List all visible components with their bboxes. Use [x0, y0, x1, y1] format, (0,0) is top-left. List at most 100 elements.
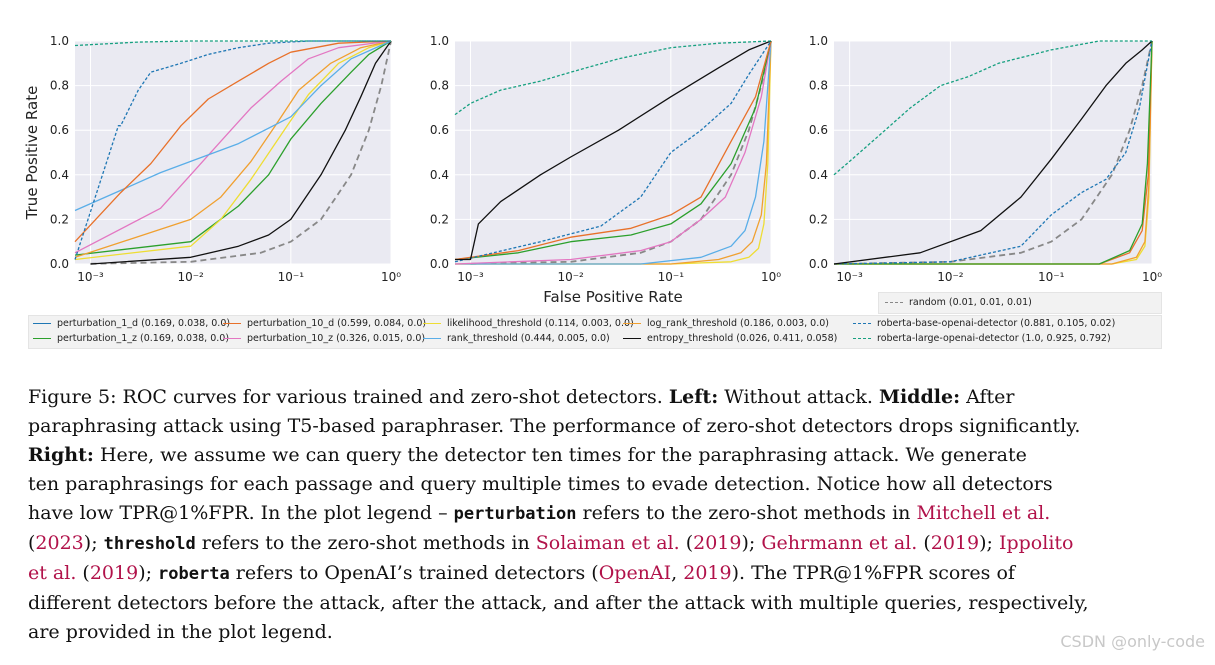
plot-area — [75, 41, 391, 264]
y-tick-label: 0.6 — [809, 123, 828, 137]
y-tick-label: 1.0 — [50, 34, 69, 48]
citation-link[interactable]: 2023 — [35, 532, 84, 554]
y-tick-label: 0.6 — [430, 123, 449, 137]
caption-bold: Right: — [28, 444, 94, 466]
watermark: CSDN @only-code — [1060, 632, 1205, 651]
caption-text: Here, we assume we can query the detecto… — [93, 444, 1027, 466]
series-roberta-large — [833, 40, 1152, 176]
legend-label: perturbation_10_d (0.599, 0.084, 0.0) — [247, 318, 427, 329]
caption-line-9: are provided in the plot legend. — [28, 621, 333, 643]
legend-swatch — [223, 323, 241, 324]
caption-line-4: ten paraphrasings for each passage and q… — [28, 473, 1053, 495]
y-tick-label: 1.0 — [430, 34, 449, 48]
y-tick-label: 0.0 — [430, 257, 449, 271]
citation-link[interactable]: Solaiman et al. — [535, 532, 680, 554]
caption-code: perturbation — [453, 504, 577, 524]
legend-swatch — [623, 323, 641, 324]
y-tick-label: 0.8 — [50, 79, 69, 93]
caption-text: ); — [741, 532, 762, 554]
x-tick-label: 10⁰ — [381, 270, 401, 284]
caption-text: refers to the zero-shot methods in — [576, 502, 917, 524]
caption-code: threshold — [103, 534, 196, 554]
caption-text: , — [671, 562, 684, 584]
legend-label: roberta-base-openai-detector (0.881, 0.1… — [877, 318, 1116, 329]
random-legend: random (0.01, 0.01, 0.01) — [878, 292, 1162, 314]
caption-line-5: have low TPR@1%FPR. In the plot legend –… — [28, 499, 1170, 529]
series-random — [849, 40, 1153, 265]
caption-text: Without attack. — [718, 386, 879, 408]
citation-link[interactable]: 2019 — [693, 532, 742, 554]
y-tick-label: 0.2 — [430, 212, 449, 226]
legend-swatch — [885, 302, 903, 303]
series-perturbation-1-d — [74, 40, 391, 260]
legend-swatch — [853, 323, 871, 324]
y-tick-label: 0.4 — [430, 168, 449, 182]
citation-link[interactable]: OpenAI — [598, 562, 672, 584]
caption-text: ); — [83, 532, 104, 554]
legend-entry-perturbation-10-d: perturbation_10_d (0.599, 0.084, 0.0) — [223, 318, 426, 329]
plot-area — [834, 41, 1152, 264]
caption-text: After — [960, 386, 1015, 408]
series-log-rank-threshold — [74, 40, 392, 258]
roc-panel-left: 10⁻³ 10⁻² 10⁻¹ 10⁰ 0.0 0.2 0.4 0.6 0.8 1.0 True Po… — [23, 34, 401, 284]
x-tick-label: 10⁻³ — [836, 270, 863, 284]
legend-swatch — [423, 338, 441, 339]
y-tick-label: 0.8 — [809, 79, 828, 93]
caption-text: ( — [76, 562, 90, 584]
legend-entry-roberta-base: roberta-base-openai-detector (0.881, 0.1… — [853, 318, 1115, 329]
legend-label: roberta-large-openai-detector (1.0, 0.92… — [877, 333, 1111, 344]
roc-figure: 10⁻³ 10⁻² 10⁻¹ 10⁰ 0.0 0.2 0.4 0.6 0.8 1.0 True Po… — [23, 34, 1162, 306]
figure-caption: Figure 5: ROC curves for various trained… — [28, 383, 1170, 647]
plot-area — [455, 41, 771, 264]
caption-text: ( — [917, 532, 931, 554]
legend-entry-perturbation-1-z: perturbation_1_z (0.169, 0.038, 0.0) — [33, 333, 229, 344]
y-tick-label: 0.4 — [809, 168, 828, 182]
y-tick-label: 0.6 — [50, 123, 69, 137]
legend-swatch — [853, 338, 871, 339]
x-tick-label: 10⁻³ — [77, 270, 104, 284]
caption-bold: Middle: — [878, 386, 961, 408]
series-entropy-threshold — [833, 40, 1153, 265]
series-roberta-large — [454, 40, 772, 116]
citation-link[interactable]: Ippolito — [998, 532, 1074, 554]
legend-entry-roberta-large: roberta-large-openai-detector (1.0, 0.92… — [853, 333, 1111, 344]
legend-label: random (0.01, 0.01, 0.01) — [909, 297, 1032, 308]
legend-entry-rank-threshold: rank_threshold (0.444, 0.005, 0.0) — [423, 333, 610, 344]
caption-code: roberta — [158, 564, 230, 584]
legend-label: perturbation_10_z (0.326, 0.015, 0.0) — [247, 333, 426, 344]
y-tick-label: 1.0 — [809, 34, 828, 48]
citation-link[interactable]: 2019 — [89, 562, 139, 584]
x-tick-label: 10⁻³ — [457, 270, 484, 284]
citation-link[interactable]: 2019 — [683, 562, 732, 584]
roc-panel-right: 10⁻³ 10⁻² 10⁻¹ 10⁰ 0.0 0.2 0.4 0.6 0.8 1.0 — [809, 34, 1162, 284]
y-tick-label: 0.0 — [809, 257, 828, 271]
series-entropy-threshold — [455, 40, 772, 261]
caption-text: ). The TPR@1%FPR scores of — [731, 562, 1015, 584]
series-roberta-base — [833, 40, 1153, 265]
series-perturbation-10-d — [74, 40, 392, 243]
caption-line-3: Right: Here, we assume we can query the … — [28, 441, 1170, 470]
series-roberta-large — [74, 40, 391, 47]
series-entropy-threshold — [90, 40, 392, 265]
citation-link[interactable]: Gehrmann et al. — [761, 532, 918, 554]
legend-entry-random: random (0.01, 0.01, 0.01) — [885, 297, 1032, 308]
x-tick-label: 10⁻² — [177, 270, 204, 284]
x-axis-label: False Positive Rate — [543, 288, 682, 306]
legend-label: perturbation_1_z (0.169, 0.038, 0.0) — [57, 333, 230, 344]
caption-text: ); — [979, 532, 999, 554]
plot-legend: perturbation_1_d (0.169, 0.038, 0.0) pert… — [28, 315, 1162, 349]
citation-link[interactable]: et al. — [28, 562, 77, 584]
legend-swatch — [33, 323, 51, 324]
citation-link[interactable]: 2019 — [930, 532, 980, 554]
series-perturbation-10-z — [454, 40, 772, 265]
citation-link[interactable]: Mitchell et al. — [916, 502, 1051, 524]
x-tick-label: 10⁻² — [937, 270, 964, 284]
caption-text: ); — [138, 562, 159, 584]
series-perturbation-1-z — [74, 40, 392, 256]
y-tick-label: 0.2 — [50, 212, 69, 226]
roc-panel-middle: 10⁻³ 10⁻² 10⁻¹ 10⁰ 0.0 0.2 0.4 0.6 0.8 1.0 False P… — [430, 34, 781, 306]
x-tick-label: 10⁻¹ — [1038, 270, 1065, 284]
caption-line-7: et al. (2019); roberta refers to OpenAI’… — [28, 559, 1170, 589]
legend-entry-perturbation-10-z: perturbation_10_z (0.326, 0.015, 0.0) — [223, 333, 425, 344]
series-rank-threshold — [74, 40, 392, 212]
